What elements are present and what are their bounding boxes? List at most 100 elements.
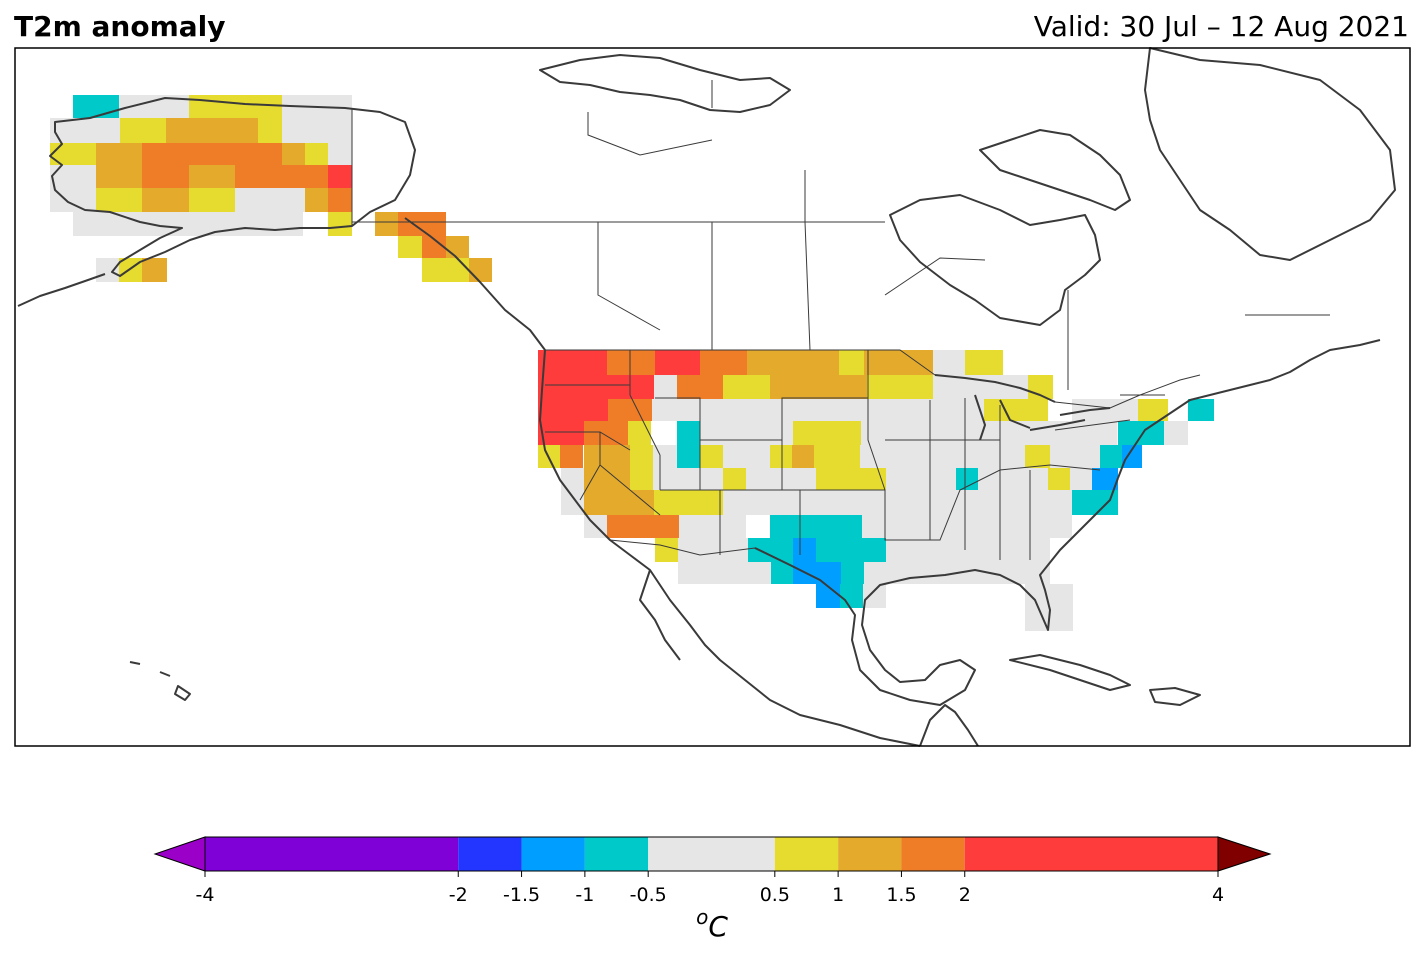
cuba-coastline: [1009, 654, 1131, 691]
anomaly-cell: [1072, 399, 1138, 421]
anomaly-cell: [96, 143, 142, 165]
anomaly-cell: [1092, 468, 1118, 490]
anomaly-cell: [723, 468, 746, 490]
arctic-islands-coastline: [539, 54, 791, 113]
anomaly-cell: [723, 375, 746, 399]
anomaly-cell: [723, 490, 816, 515]
political-borders: [351, 80, 1330, 601]
colorbar-segment: [648, 837, 775, 871]
coastlines: [17, 47, 1396, 747]
colorbar-unit-label: oC: [696, 905, 728, 943]
colorbar-ticks: -4 -2 -1.5 -1 -0.5 0.5 1 1.5 2 4: [196, 871, 1224, 906]
anomaly-cell: [538, 399, 608, 421]
anomaly-cell: [50, 165, 96, 188]
anomaly-cell: [1122, 445, 1142, 468]
anomaly-cell: [782, 350, 839, 375]
anomaly-cell: [678, 562, 771, 584]
anomaly-cell: [1048, 468, 1070, 490]
anomaly-cell: [863, 584, 886, 608]
us-state-borders: [545, 350, 1165, 560]
anomaly-cell: [862, 515, 1002, 538]
anomaly-cell: [235, 188, 305, 212]
anomaly-cell: [864, 350, 933, 375]
anomaly-cell: [839, 350, 864, 375]
anomaly-cell: [584, 445, 630, 468]
map-title: T2m anomaly: [14, 10, 226, 43]
anomaly-cell: [538, 421, 584, 445]
anomaly-cell: [655, 350, 700, 375]
anomaly-cell: [560, 445, 583, 468]
anomaly-cell: [1118, 421, 1164, 445]
colorbar-segments: [153, 836, 1272, 872]
colorbar-segment: [901, 837, 965, 871]
anomaly-cell: [770, 399, 792, 421]
anomaly-cell: [96, 188, 142, 212]
anomaly-cell: [747, 350, 782, 375]
anomaly-cell: [677, 445, 700, 468]
anomaly-cell: [398, 212, 446, 236]
unit-main: C: [708, 910, 728, 943]
anomaly-cell: [1050, 445, 1100, 468]
anomaly-cell: [723, 445, 770, 468]
hispaniola-coastline: [1149, 687, 1201, 706]
anomaly-cell: [748, 538, 793, 562]
anomaly-cell: [422, 236, 446, 258]
anomaly-cell: [770, 515, 862, 538]
colorbar-tick-label: -2: [449, 884, 468, 906]
anomaly-cell: [608, 399, 652, 421]
anomaly-cell: [886, 468, 956, 490]
colorbar-segment: [205, 837, 459, 871]
anomaly-cell: [868, 399, 984, 421]
anomaly-cell: [561, 468, 584, 490]
valid-date-range: Valid: 30 Jul – 12 Aug 2021: [1033, 10, 1409, 43]
anomaly-cell: [189, 165, 235, 188]
anomaly-cell: [956, 468, 978, 490]
anomaly-cell: [328, 188, 352, 212]
anomaly-cell: [375, 212, 398, 236]
colorbar-tick-label: 1.5: [886, 884, 916, 906]
anomaly-cell: [96, 258, 119, 282]
greenland-coastline: [1144, 47, 1396, 261]
anomaly-cell: [1188, 399, 1214, 421]
anomaly-cell: [584, 421, 628, 445]
anomaly-cell: [142, 258, 167, 282]
aleutian-islands: [17, 273, 106, 307]
anomaly-cell: [561, 490, 584, 515]
anomaly-cell: [282, 118, 352, 143]
colorbar-segment: [964, 837, 1218, 871]
anomaly-cell: [142, 143, 282, 165]
anomaly-cell: [886, 538, 1050, 562]
anomaly-cell: [1100, 445, 1122, 468]
anomaly-cell: [630, 468, 653, 490]
anomaly-cell: [771, 562, 793, 584]
anomaly-cell: [584, 490, 654, 515]
colorbar-segment: [458, 837, 522, 871]
anomaly-cell: [469, 258, 492, 282]
anomaly-cell: [235, 165, 328, 188]
anomaly-cell: [328, 143, 352, 165]
anomaly-cell: [538, 375, 654, 399]
anomaly-cell: [677, 421, 700, 445]
anomaly-cell: [792, 445, 814, 468]
colorbar-segment: [774, 837, 839, 871]
atlantic-coastline: [1117, 339, 1381, 479]
anomaly-cell: [607, 350, 655, 375]
colorbar-tick-label: -1.5: [503, 884, 540, 906]
anomaly-cell: [655, 538, 678, 562]
anomaly-cell: [1138, 399, 1168, 421]
anomaly-cell: [653, 468, 723, 490]
anomaly-cell: [793, 421, 861, 445]
anomaly-cell: [816, 584, 840, 608]
anomaly-cell: [305, 143, 328, 165]
anomaly-cell: [142, 188, 189, 212]
anomaly-cell: [258, 118, 282, 143]
anomaly-cell: [793, 562, 841, 584]
colorbar-over-extension: [1217, 836, 1272, 872]
anomaly-cell: [792, 399, 868, 421]
anomaly-cell: [700, 399, 770, 421]
anomaly-cell: [814, 445, 860, 468]
colorbar-segment: [584, 837, 649, 871]
colorbar-tick-label: -4: [196, 884, 215, 906]
anomaly-cell: [1025, 445, 1050, 468]
anomaly-cell: [166, 118, 258, 143]
